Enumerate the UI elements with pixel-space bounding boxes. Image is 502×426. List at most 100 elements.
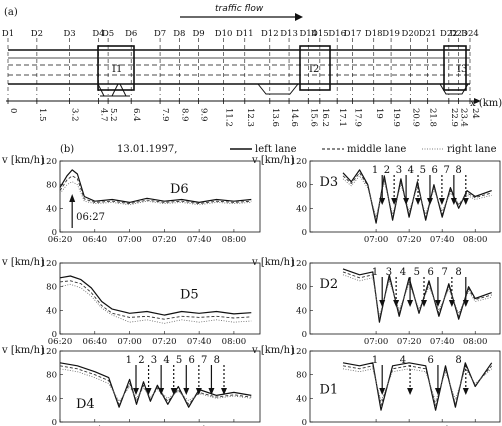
y-tick-label: 40 xyxy=(46,306,57,316)
y-tick-label: 120 xyxy=(41,347,57,357)
event-label: 6 xyxy=(188,355,194,366)
x-tick-label: 07:00 xyxy=(117,337,142,347)
series-line-middle-lane xyxy=(59,365,252,405)
series-line-right-lane xyxy=(342,175,492,218)
detector-label: D21 xyxy=(419,29,437,39)
event-arrowhead xyxy=(145,388,152,395)
position-tick-label: 11.2 xyxy=(224,108,234,127)
detector-label: D14 xyxy=(299,29,317,39)
detector-label: D15 xyxy=(311,29,329,39)
event-label: 7 xyxy=(443,165,449,176)
y-tick-label: 120 xyxy=(41,157,57,167)
x-tick-label: 08:00 xyxy=(463,337,488,347)
event-label: 4 xyxy=(400,355,406,366)
event-arrowhead xyxy=(133,388,139,395)
detector-label: D2 xyxy=(320,277,339,292)
y-tick-label: 80 xyxy=(296,181,307,191)
plot-frame xyxy=(59,262,261,335)
event-label: 6 xyxy=(432,165,438,176)
event-arrowhead xyxy=(158,388,165,395)
chart-d1: v [km/h]0408012007:0007:2007:4008:00D114… xyxy=(251,345,501,426)
y-tick-label: 0 xyxy=(52,418,57,426)
series-line-middle-lane xyxy=(342,271,492,320)
y-axis-label: v [km/h] xyxy=(251,257,294,268)
series-line-left-lane xyxy=(59,169,252,203)
plot-frame xyxy=(309,160,501,233)
series-line-left-lane xyxy=(342,362,493,411)
x-tick-label: 07:40 xyxy=(430,235,455,245)
series-line-right-lane xyxy=(59,368,252,402)
event-arrowhead xyxy=(448,300,455,307)
plot-frame xyxy=(59,350,261,423)
detector-label: D4 xyxy=(92,29,104,39)
detector-label: D3 xyxy=(320,175,339,190)
event-label: 6 xyxy=(428,267,434,278)
detector-label: D6 xyxy=(125,29,137,39)
y-tick-label: 40 xyxy=(296,306,307,316)
event-arrowhead xyxy=(438,198,445,205)
position-tick-label: 0 xyxy=(8,108,18,113)
detector-label: D1 xyxy=(2,29,14,39)
event-label: 1 xyxy=(372,267,378,278)
y-tick-label: 40 xyxy=(296,204,307,214)
position-tick-label: 17.9 xyxy=(353,108,363,127)
detector-label: D5 xyxy=(180,288,199,303)
traffic-flow-label: traffic flow xyxy=(215,4,264,14)
event-arrowhead xyxy=(183,388,190,395)
y-tick-label: 40 xyxy=(46,204,57,214)
x-tick-label: 07:20 xyxy=(397,337,422,347)
detector-label: D18 xyxy=(365,29,383,39)
chart-d5: v [km/h] 0 40 80 120 06:20 06:40 07:00 07:20 07:4… xyxy=(1,257,261,347)
panel-b-label: (b) xyxy=(60,144,74,155)
detector-label: D6 xyxy=(170,182,189,197)
event-label: 5 xyxy=(176,355,182,366)
y-tick-label: 40 xyxy=(46,394,57,404)
y-tick-label: 120 xyxy=(291,347,307,357)
x-tick-label: 07:20 xyxy=(397,235,422,245)
detector-label: D22 xyxy=(440,29,458,39)
legend-label-left-lane: left lane xyxy=(255,144,297,155)
y-tick-label: 0 xyxy=(52,228,57,238)
detector-label: D5 xyxy=(102,29,114,39)
position-tick-label: 9.9 xyxy=(199,108,209,122)
position-tick-label: 1.5 xyxy=(37,108,47,122)
event-label: 1 xyxy=(372,355,378,366)
series-line-middle-lane xyxy=(59,280,252,320)
chart-d4: v [km/h]0408012006:2006:4007:0007:2007:4… xyxy=(1,345,261,426)
panel-a-label: (a) xyxy=(4,7,18,18)
event-label: 5 xyxy=(420,165,426,176)
event-label: 3 xyxy=(151,355,157,366)
event-arrowhead xyxy=(450,198,457,205)
event-label: 4 xyxy=(408,165,414,176)
position-tick-label: 16.2 xyxy=(320,108,330,127)
x-tick-label: 06:20 xyxy=(48,337,73,347)
detector-label: D1 xyxy=(320,383,339,398)
detector-label: D8 xyxy=(173,29,185,39)
position-tick-label: 6.4 xyxy=(131,108,141,122)
event-label: 2 xyxy=(138,355,144,366)
y-tick-label: 120 xyxy=(291,157,307,167)
position-tick-label: 12.3 xyxy=(245,108,255,127)
position-tick-label: 23.4 xyxy=(458,108,468,127)
position-tick-label: 8.9 xyxy=(179,108,189,122)
x-tick-label: 08:00 xyxy=(463,235,488,245)
series-line-left-lane xyxy=(342,169,492,224)
detector-label: D20 xyxy=(402,29,420,39)
detector-layer: D10D21.5D33.2D44.7D55.2D66.4D77.9D88.9D9… xyxy=(2,29,480,127)
position-axis xyxy=(6,98,481,104)
event-arrowhead xyxy=(379,388,386,395)
legend-label-right-lane: right lane xyxy=(447,144,497,155)
y-axis-label: v [km/h] xyxy=(1,155,44,166)
y-tick-label: 120 xyxy=(41,259,57,269)
series-line-right-lane xyxy=(342,274,492,317)
position-tick-label: 3.2 xyxy=(70,108,80,122)
y-tick-label: 0 xyxy=(302,330,307,340)
annotation-label: 06:27 xyxy=(76,212,105,223)
event-arrowhead xyxy=(407,300,414,307)
detector-label: D16 xyxy=(328,29,346,39)
event-arrowhead xyxy=(407,388,414,395)
position-tick-label: 22.9 xyxy=(449,108,459,127)
position-tick-label: 7.9 xyxy=(160,108,170,122)
